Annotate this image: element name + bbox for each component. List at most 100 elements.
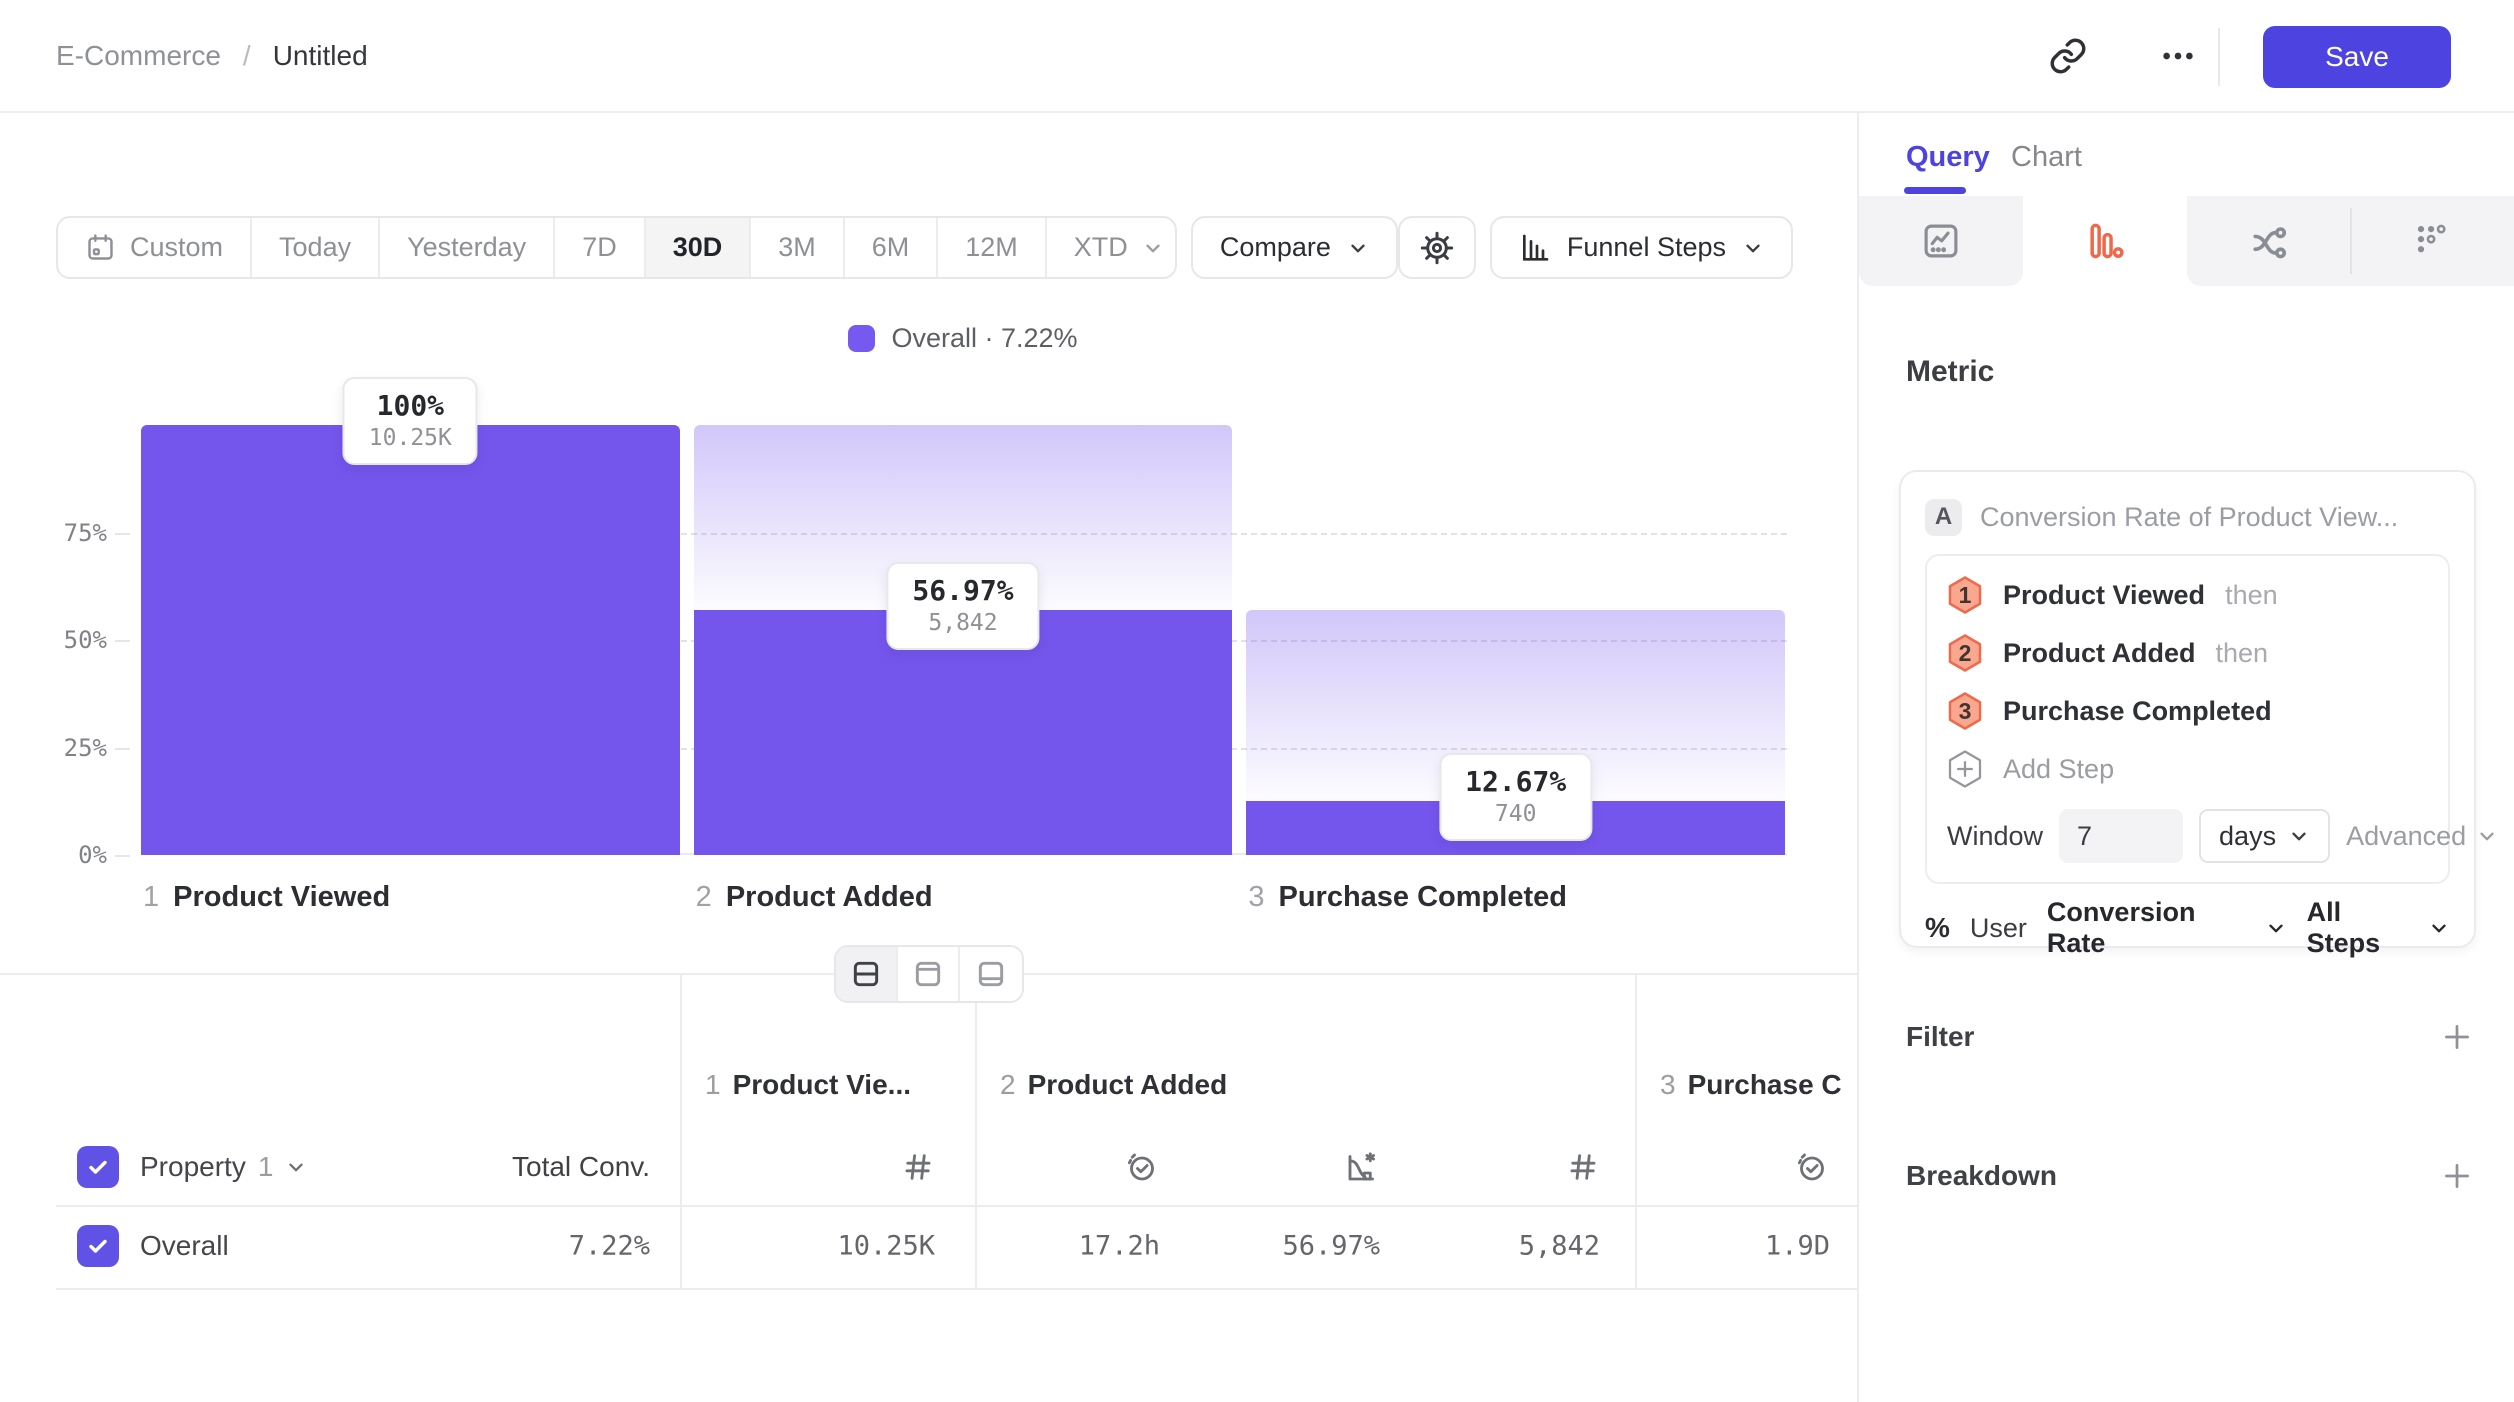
- entity-label[interactable]: User: [1969, 912, 2027, 943]
- step-name: Product Viewed: [173, 881, 391, 913]
- funnel-bar-solid: [693, 610, 1233, 855]
- share-link-button[interactable]: [2042, 30, 2094, 82]
- row-checkbox[interactable]: [77, 1225, 119, 1267]
- table-row-border: [56, 1288, 1857, 1290]
- chart-type-selector[interactable]: Funnel Steps: [1489, 216, 1793, 279]
- tab-query[interactable]: Query: [1906, 141, 1990, 173]
- more-menu-button[interactable]: [2152, 30, 2204, 82]
- legend-swatch: [848, 324, 876, 352]
- funnel-steps-editor: 1 Product Viewed then 2 Product Added th…: [1925, 554, 2494, 884]
- breadcrumb-parent[interactable]: E-Commerce: [56, 39, 221, 71]
- funnel-step-3[interactable]: 12.67% 740 3 Purchase Completed: [1246, 425, 1786, 913]
- save-button[interactable]: Save: [2263, 26, 2451, 88]
- step-count: 5,842: [928, 610, 998, 637]
- chevron-down-icon: [1347, 237, 1369, 259]
- compare-button[interactable]: Compare: [1190, 216, 1398, 279]
- funnel-value-card: 100% 10.25K: [342, 377, 478, 465]
- select-all-checkbox[interactable]: [77, 1146, 119, 1188]
- tab-retention[interactable]: [2350, 196, 2514, 286]
- gear-icon: [1419, 230, 1455, 266]
- table-group-header-2[interactable]: 2 Product Added: [1000, 1069, 1227, 1101]
- breakdown-section: Breakdown: [1906, 1154, 2474, 1198]
- filter-heading: Filter: [1906, 1021, 1975, 1052]
- metric-header-time-2[interactable]: [1124, 1149, 1160, 1185]
- chart-settings-button[interactable]: [1397, 216, 1476, 279]
- split-view-button[interactable]: [836, 947, 898, 1001]
- range-7d[interactable]: 7D: [555, 218, 646, 277]
- chevron-down-icon: [2288, 825, 2310, 847]
- range-yesterday[interactable]: Yesterday: [380, 218, 556, 277]
- filter-section: Filter: [1906, 1015, 2474, 1059]
- metric-header-count-2[interactable]: [1566, 1150, 1600, 1184]
- chevron-down-icon: [2265, 917, 2287, 939]
- step-row-2[interactable]: 2 Product Added then: [1947, 624, 2428, 682]
- funnel-step-2[interactable]: 56.97% 5,842 2 Product Added: [693, 425, 1233, 913]
- row-label: Overall: [140, 1230, 229, 1261]
- tab-chart[interactable]: Chart: [2011, 141, 2082, 173]
- chevron-down-icon: [285, 1156, 307, 1178]
- range-3m[interactable]: 3M: [751, 218, 845, 277]
- table-group-header-1[interactable]: 1 Product Vie...: [705, 1069, 911, 1101]
- step-badge-number: 2: [1958, 639, 1972, 666]
- table-column-divider: [1635, 975, 1637, 1288]
- legend-label: Overall · 7.22%: [891, 322, 1078, 353]
- step-name: Purchase Completed: [1278, 881, 1567, 913]
- funnel-value-card: 56.97% 5,842: [886, 562, 1040, 651]
- tab-insights[interactable]: [1859, 196, 2023, 286]
- metric-header-time-3[interactable]: [1794, 1149, 1830, 1185]
- header-divider: [2218, 28, 2220, 86]
- group-number: 2: [1000, 1069, 1016, 1100]
- range-today[interactable]: Today: [252, 218, 381, 277]
- insights-icon: [1920, 220, 1962, 262]
- top-panel-icon: [912, 958, 944, 990]
- step-number: 1: [143, 881, 160, 913]
- total-conv-header[interactable]: Total Conv.: [512, 1151, 650, 1182]
- bottom-panel-view-button[interactable]: [960, 947, 1022, 1001]
- funnel-chart: 75% 50% 25% 0% 100% 10.25K 1 Product Vie…: [64, 377, 1787, 913]
- table-group-header-3[interactable]: 3 Purchase C: [1660, 1069, 1842, 1101]
- step-row-1[interactable]: 1 Product Viewed then: [1947, 566, 2428, 624]
- chart-legend[interactable]: Overall · 7.22%: [141, 318, 1785, 358]
- metric-header-count-1[interactable]: [901, 1150, 935, 1184]
- measure-select[interactable]: Conversion Rate: [2047, 897, 2287, 959]
- funnel-bar-solid: [141, 425, 680, 855]
- range-xtd-label: XTD: [1073, 232, 1128, 262]
- clock-check-icon: [1794, 1149, 1830, 1185]
- add-breakdown-button[interactable]: [2440, 1159, 2474, 1193]
- step-then-label: then: [2225, 579, 2278, 610]
- row-step3-time: 1.9D: [1764, 1230, 1830, 1262]
- breadcrumb-current[interactable]: Untitled: [272, 39, 368, 71]
- metric-series-row[interactable]: A Conversion Rate of Product View...: [1925, 496, 2450, 538]
- tab-funnels[interactable]: [2023, 196, 2187, 286]
- step-badge-2: 2: [1947, 633, 1983, 673]
- chart-toolbar: Custom Today Yesterday 7D 30D 3M 6M 12M …: [56, 216, 1793, 279]
- steps-scope-select[interactable]: All Steps: [2307, 897, 2450, 959]
- measurement-row: % User Conversion Rate All Steps: [1925, 897, 2450, 958]
- step-axis-label: 2 Product Added: [696, 881, 933, 914]
- advanced-toggle[interactable]: Advanced: [2346, 821, 2498, 852]
- add-step-button[interactable]: Add Step: [1947, 740, 2428, 798]
- table-column-divider: [975, 975, 977, 1288]
- compare-label: Compare: [1219, 232, 1331, 262]
- bar-chart-icon: [1519, 232, 1551, 264]
- range-12m[interactable]: 12M: [938, 218, 1047, 277]
- range-custom[interactable]: Custom: [58, 218, 253, 277]
- step-event-name: Product Viewed: [2003, 579, 2206, 610]
- add-filter-button[interactable]: [2440, 1020, 2474, 1054]
- window-unit-select[interactable]: days: [2199, 809, 2331, 863]
- metric-header-rate-2[interactable]: [1344, 1149, 1380, 1185]
- range-6m[interactable]: 6M: [845, 218, 939, 277]
- funnel-step-1[interactable]: 100% 10.25K 1 Product Viewed: [141, 377, 680, 913]
- range-30d[interactable]: 30D: [645, 218, 752, 277]
- step-row-3[interactable]: 3 Purchase Completed: [1947, 682, 2428, 740]
- window-value-input[interactable]: [2059, 809, 2184, 863]
- top-panel-view-button[interactable]: [898, 947, 960, 1001]
- row-step2-rate: 56.97%: [1282, 1230, 1380, 1262]
- property-selector[interactable]: Property 1: [140, 1151, 307, 1183]
- y-tick-25: 25%: [63, 733, 107, 762]
- range-xtd[interactable]: XTD: [1047, 218, 1175, 277]
- tab-flows[interactable]: [2187, 196, 2350, 286]
- series-letter-badge: A: [1925, 498, 1962, 536]
- funnel-value-card: 12.67% 740: [1439, 752, 1593, 841]
- y-tickmark: [115, 855, 130, 857]
